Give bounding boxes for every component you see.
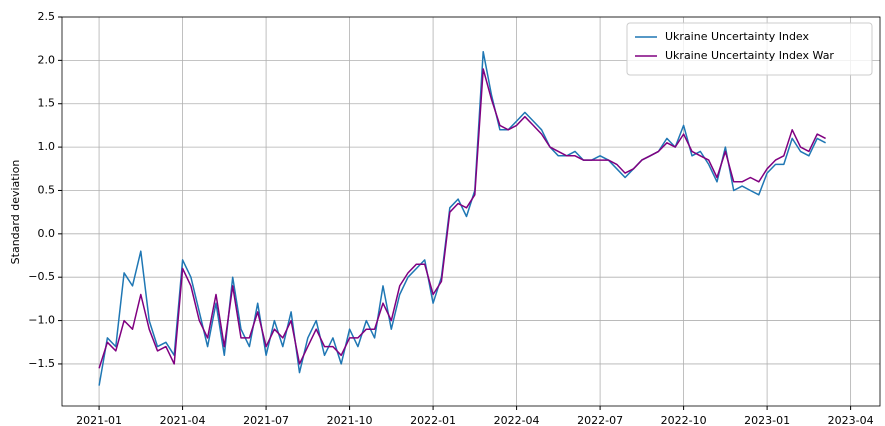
plot-frame [61, 16, 881, 407]
x-tick-label: 2022-07 [577, 414, 623, 426]
x-tick-label: 2022-10 [661, 414, 707, 426]
x-tick-label: 2023-04 [828, 414, 874, 426]
x-tick-label: 2021-04 [160, 414, 206, 426]
y-tick-label: 2.5 [38, 10, 56, 23]
y-tick-label: −0.5 [28, 270, 55, 283]
legend-label: Ukraine Uncertainty Index War [665, 49, 834, 62]
y-tick-label: 1.0 [38, 140, 56, 153]
x-tick-label: 2021-10 [327, 414, 373, 426]
y-tick-label: −1.5 [28, 357, 55, 370]
x-tick-label: 2023-01 [744, 414, 790, 426]
x-tick-label: 2022-01 [410, 414, 456, 426]
x-tick-label: 2021-07 [243, 414, 289, 426]
series-line [98, 68, 826, 369]
y-tick-label: 2.0 [38, 53, 56, 66]
legend-box [626, 22, 873, 76]
legend-label: Ukraine Uncertainty Index [665, 30, 810, 43]
x-tick-label: 2021-01 [76, 414, 122, 426]
x-tick-label: 2022-04 [494, 414, 540, 426]
y-tick-label: −1.0 [28, 314, 55, 327]
y-tick-label: 0.5 [38, 183, 56, 196]
y-tick-label: 0.0 [38, 227, 56, 240]
legend: Ukraine Uncertainty Index Ukraine Uncerta… [626, 22, 873, 76]
y-tick-label: 1.5 [38, 97, 56, 110]
y-axis-label: Standard deviation [9, 160, 22, 265]
